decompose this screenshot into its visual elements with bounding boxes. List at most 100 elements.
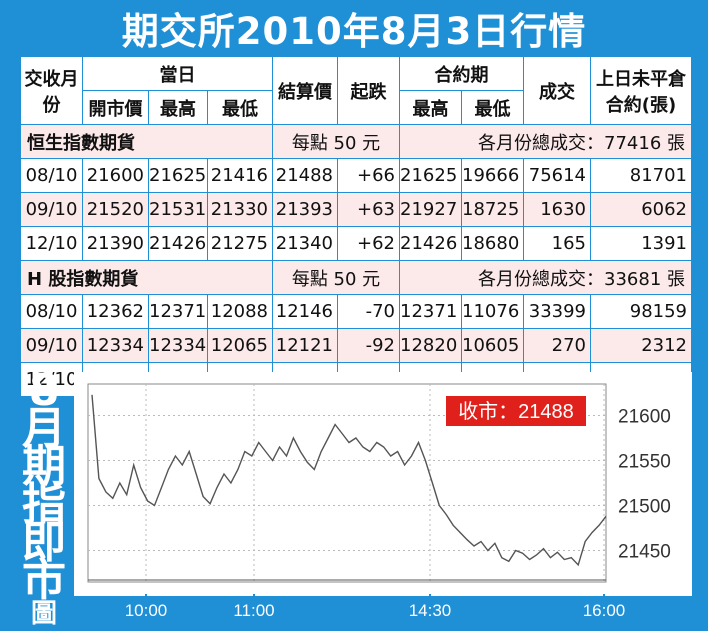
cell-oi: 2312 xyxy=(590,328,693,363)
col-volume-header: 成交 xyxy=(523,56,592,125)
chart-side-char: 月 xyxy=(22,403,66,454)
col-low-header: 最低 xyxy=(206,90,274,125)
futures-table: 交收月份 當日 結算價 起跌 合約期 成交 上日未平倉合約(張) 開市價 最高 … xyxy=(19,56,693,397)
cell-month: 08/10 xyxy=(20,158,83,193)
y-tick-label: 21600 xyxy=(618,407,671,428)
col-high-header: 最高 xyxy=(148,90,208,125)
section-unit: 每點 50 元 xyxy=(272,260,401,295)
cell-month: 08/10 xyxy=(20,294,83,329)
cell-low: 21330 xyxy=(206,192,274,227)
table-row: 09/10 12334 12334 12065 12121 -92 12820 … xyxy=(20,328,693,363)
x-tick-label: 11:00 xyxy=(233,601,274,620)
section-header-hshare: H 股指數期貨 每點 50 元 各月份總成交：33681 張 xyxy=(19,260,693,295)
x-axis-strip xyxy=(74,596,692,620)
cell-high: 12371 xyxy=(148,294,208,329)
cell-month: 09/10 xyxy=(20,192,83,227)
cell-volume: 165 xyxy=(523,226,592,261)
table-row: 12/10 21390 21426 21275 21340 +62 21426 … xyxy=(20,226,693,261)
col-change-header: 起跌 xyxy=(337,56,401,125)
cell-change: -92 xyxy=(337,328,401,363)
section-name: 恒生指數期貨 xyxy=(19,124,274,159)
cell-low: 21416 xyxy=(206,158,274,193)
cell-month: 12/10 xyxy=(20,226,83,261)
col-oi-header: 上日未平倉合約(張) xyxy=(590,56,693,125)
cell-oi: 6062 xyxy=(590,192,693,227)
cell-open: 12334 xyxy=(82,328,149,363)
cell-month: 12/10 xyxy=(20,362,83,397)
page-title: 期交所2010年8月3日行情 xyxy=(121,10,587,53)
col-contract-group-header: 合約期 xyxy=(399,56,525,91)
chart-side-char: 指 xyxy=(22,479,66,530)
cell-contract-low: 19666 xyxy=(461,158,525,193)
section-total: 各月份總成交：33681 張 xyxy=(399,260,693,295)
cell-change: +63 xyxy=(337,192,401,227)
chart-side-title: 8 月 期 指 即 市 圖 xyxy=(20,365,68,629)
chart-side-char: 圖 xyxy=(30,599,57,629)
y-tick-label: 21450 xyxy=(618,542,671,563)
table-row: 09/10 21520 21531 21330 21393 +63 21927 … xyxy=(20,192,693,227)
x-tick-label: 10:00 xyxy=(125,601,168,620)
cell-contract-high: 12820 xyxy=(399,328,463,363)
col-contract-high-header: 最高 xyxy=(399,90,463,125)
cell-settle: 21393 xyxy=(272,192,339,227)
chart-side-char: 市 xyxy=(22,555,66,606)
table-row: 08/10 12362 12371 12088 12146 -70 12371 … xyxy=(20,294,693,329)
cell-open: 21520 xyxy=(82,192,149,227)
cell-volume: 33399 xyxy=(523,294,592,329)
close-label-box xyxy=(446,396,586,426)
y-tick-label: 21550 xyxy=(618,452,671,473)
close-label: 收市：21488 xyxy=(458,400,574,423)
cell-settle: 12146 xyxy=(272,294,339,329)
section-unit: 每點 50 元 xyxy=(272,124,401,159)
cell-high: 21625 xyxy=(148,158,208,193)
col-open-header: 開市價 xyxy=(82,90,149,125)
col-day-group-header: 當日 xyxy=(81,56,274,91)
header-row: 交收月份 當日 結算價 起跌 合約期 成交 上日未平倉合約(張) xyxy=(20,56,693,125)
cell-low: 12065 xyxy=(206,328,274,363)
cell-contract-high: 21625 xyxy=(399,158,463,193)
cell-change: +66 xyxy=(337,158,401,193)
cell-oi: 81701 xyxy=(590,158,693,193)
cell-settle: 21488 xyxy=(272,158,339,193)
series-line xyxy=(91,394,607,567)
y-tick-label: 21500 xyxy=(618,497,671,518)
plot-area xyxy=(87,383,607,583)
cell-contract-low: 11076 xyxy=(461,294,525,329)
cell-contract-high: 12371 xyxy=(399,294,463,329)
cell-contract-low: 18725 xyxy=(461,192,525,227)
chart-svg: 10:00 11:00 14:30 16:00 21600 21550 21500 21450… xyxy=(74,383,692,620)
cell-low: 21275 xyxy=(206,226,274,261)
cell-contract-high: 21927 xyxy=(399,192,463,227)
cell-low: 12088 xyxy=(206,294,274,329)
cell-high: 21531 xyxy=(148,192,208,227)
cell-contract-low: 18680 xyxy=(461,226,525,261)
cell-volume: 1630 xyxy=(523,192,592,227)
header-subrow: 開市價 最高 最低 最高 最低 xyxy=(21,90,692,125)
cell-settle: 12121 xyxy=(272,328,339,363)
table-row: 08/10 21600 21625 21416 21488 +66 21625 … xyxy=(20,158,693,193)
cell-open: 21390 xyxy=(82,226,149,261)
cell-oi: 98159 xyxy=(590,294,693,329)
cell-volume: 270 xyxy=(523,328,592,363)
x-tick-label: 16:00 xyxy=(583,601,626,620)
cell-volume: 75614 xyxy=(523,158,592,193)
x-tick-label: 14:30 xyxy=(409,601,452,620)
intraday-chart: 10:00 11:00 14:30 16:00 21600 21550 21500 21450… xyxy=(74,372,692,620)
section-name: H 股指數期貨 xyxy=(19,260,274,295)
cell-oi: 1391 xyxy=(590,226,693,261)
cell-open: 21600 xyxy=(82,158,149,193)
col-month-header: 交收月份 xyxy=(20,56,83,125)
chart-side-char: 期 xyxy=(22,441,66,492)
cell-contract-high: 21426 xyxy=(399,226,463,261)
cell-month: 09/10 xyxy=(20,328,83,363)
chart-side-char: 即 xyxy=(22,517,66,568)
chart-side-char: 8 xyxy=(28,365,60,416)
cell-high: 12334 xyxy=(148,328,208,363)
cell-contract-low: 10605 xyxy=(461,328,525,363)
cell-high: 21426 xyxy=(148,226,208,261)
col-settle-header: 結算價 xyxy=(272,56,339,125)
cell-settle: 21340 xyxy=(272,226,339,261)
section-total: 各月份總成交：77416 張 xyxy=(399,124,693,159)
section-header-hsi: 恒生指數期貨 每點 50 元 各月份總成交：77416 張 xyxy=(19,124,693,159)
